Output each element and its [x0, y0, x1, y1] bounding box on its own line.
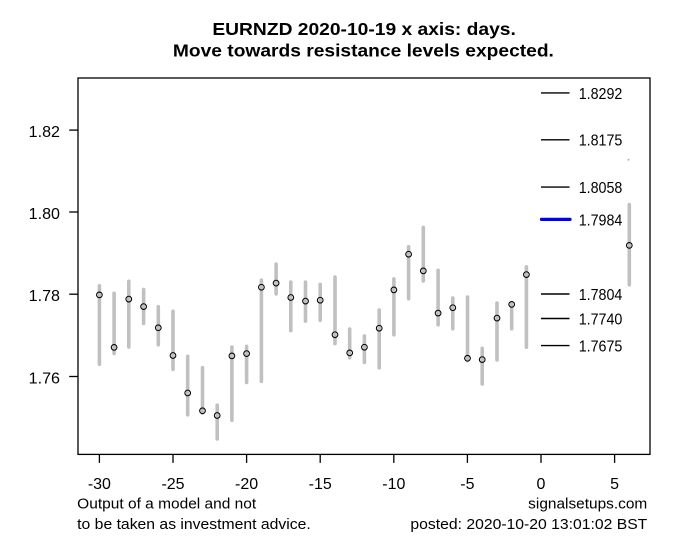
svg-text:1.7675: 1.7675 — [579, 339, 623, 356]
svg-text:EURNZD 2020-10-19 x axis: days: EURNZD 2020-10-19 x axis: days. — [212, 19, 516, 39]
svg-text:-10: -10 — [382, 476, 405, 493]
svg-text:1.7740: 1.7740 — [579, 311, 623, 328]
svg-text:1.8058: 1.8058 — [579, 180, 623, 197]
svg-text:1.7984: 1.7984 — [579, 212, 623, 229]
svg-text:to be taken as investment advi: to be taken as investment advice. — [77, 516, 311, 533]
svg-text:1.8292: 1.8292 — [579, 86, 623, 103]
svg-text:Output of a model and not: Output of a model and not — [77, 495, 257, 512]
svg-text:1.82: 1.82 — [29, 124, 60, 141]
svg-text:-30: -30 — [88, 476, 111, 493]
svg-text:-15: -15 — [309, 476, 332, 493]
svg-text:-5: -5 — [460, 476, 474, 493]
svg-text:posted: 2020-10-20 13:01:02 BS: posted: 2020-10-20 13:01:02 BST — [410, 516, 647, 533]
svg-text:-20: -20 — [235, 476, 258, 493]
svg-text:1.7804: 1.7804 — [579, 287, 623, 304]
svg-text:Move towards resistance levels: Move towards resistance levels expected. — [173, 41, 554, 61]
svg-text:signalsetups.com: signalsetups.com — [528, 495, 647, 512]
svg-text:1.8175: 1.8175 — [579, 133, 623, 150]
svg-text:1.76: 1.76 — [29, 370, 60, 387]
svg-text:-25: -25 — [161, 476, 184, 493]
svg-text:0: 0 — [537, 476, 546, 493]
svg-text:5: 5 — [610, 476, 619, 493]
svg-text:1.80: 1.80 — [29, 206, 60, 223]
svg-text:1.78: 1.78 — [29, 288, 60, 305]
